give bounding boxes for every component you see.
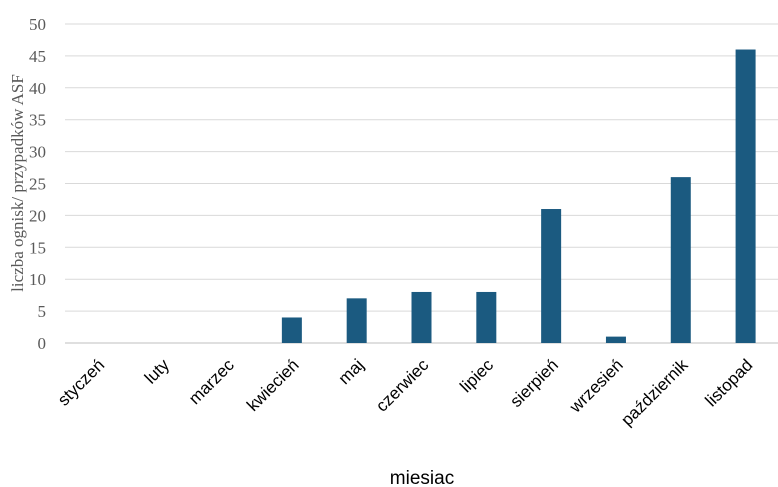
- y-tick-labels: 0 5 10 15 20 25 30 35 40 45 50: [29, 15, 46, 353]
- bar: [541, 209, 562, 343]
- y-tick-label: 5: [38, 302, 47, 321]
- x-tick-label: luty: [141, 355, 173, 387]
- y-tick-label: 25: [29, 175, 46, 194]
- y-tick-label: 20: [29, 206, 46, 225]
- x-tick-label: listopad: [702, 355, 757, 410]
- bars: [281, 49, 756, 344]
- x-tick-label: czerwiec: [372, 355, 433, 416]
- x-tick-label: październik: [617, 355, 692, 430]
- y-axis-label: liczba ognisk/ przypadków ASF: [8, 74, 27, 292]
- y-tick-label: 40: [29, 79, 46, 98]
- bar: [476, 291, 497, 343]
- x-tick-label: lipiec: [456, 355, 497, 396]
- bar: [281, 317, 302, 343]
- y-tick-label: 50: [29, 15, 46, 34]
- x-axis-label: miesiac: [390, 468, 454, 487]
- x-tick-label: maj: [335, 355, 368, 388]
- x-tick-label: marzec: [185, 355, 238, 408]
- bar: [735, 49, 756, 344]
- x-tick-label: sierpień: [506, 355, 562, 411]
- bar: [605, 336, 626, 343]
- y-tick-label: 15: [29, 238, 46, 257]
- x-tick-labels: styczeń luty marzec kwiecień maj czerwiec lipi…: [54, 355, 756, 430]
- y-tick-label: 10: [29, 270, 46, 289]
- bar: [670, 177, 691, 343]
- gridlines: [65, 23, 778, 344]
- bar: [346, 298, 367, 343]
- x-tick-label: wrzesień: [565, 355, 627, 417]
- y-tick-label: 30: [29, 143, 46, 162]
- bar: [411, 291, 432, 343]
- x-tick-label: kwiecień: [243, 355, 303, 415]
- y-tick-label: 0: [38, 334, 47, 353]
- y-tick-label: 35: [29, 111, 46, 130]
- x-tick-label: styczeń: [54, 355, 108, 409]
- y-tick-label: 45: [29, 47, 46, 66]
